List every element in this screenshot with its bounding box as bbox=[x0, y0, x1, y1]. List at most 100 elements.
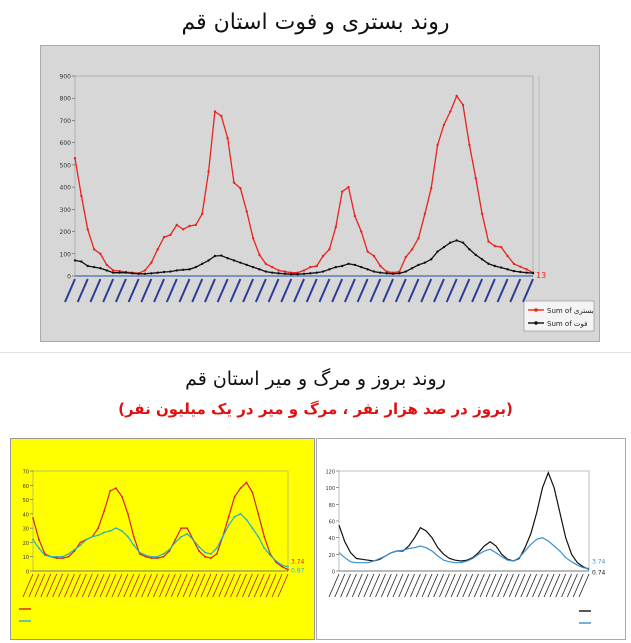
data-point bbox=[186, 527, 189, 530]
x-tick-label-mark bbox=[520, 573, 532, 598]
x-tick-label-mark bbox=[127, 278, 140, 303]
x-tick-label-mark bbox=[229, 278, 242, 303]
x-tick-label-mark bbox=[380, 573, 392, 598]
data-point bbox=[264, 262, 268, 265]
x-tick-label-mark bbox=[259, 573, 271, 598]
data-point bbox=[188, 224, 191, 228]
x-tick-label-mark bbox=[578, 573, 590, 598]
x-tick-label-mark bbox=[277, 573, 289, 598]
data-point bbox=[281, 565, 283, 568]
data-point bbox=[461, 241, 465, 244]
data-point bbox=[38, 547, 40, 550]
data-point bbox=[43, 554, 46, 557]
data-point bbox=[493, 264, 497, 268]
y-tick-label: 10 bbox=[23, 555, 29, 561]
data-point bbox=[372, 254, 376, 258]
x-tick-label-mark bbox=[178, 278, 191, 303]
x-tick-label-mark bbox=[271, 573, 283, 598]
data-point bbox=[275, 560, 278, 562]
data-point bbox=[207, 170, 210, 173]
x-tick-label-mark bbox=[555, 573, 567, 598]
data-point bbox=[385, 270, 388, 273]
data-point bbox=[239, 187, 242, 190]
x-tick-label-mark bbox=[76, 278, 89, 303]
x-tick-label-mark bbox=[458, 278, 471, 303]
data-point bbox=[525, 268, 528, 271]
data-point bbox=[143, 272, 147, 275]
data-point bbox=[181, 228, 185, 231]
y-tick-label: 100 bbox=[60, 251, 72, 258]
data-point bbox=[175, 269, 178, 272]
data-point bbox=[79, 544, 82, 547]
data-point bbox=[174, 538, 177, 541]
data-point bbox=[150, 261, 153, 264]
data-point bbox=[417, 263, 420, 267]
x-tick-label-mark bbox=[318, 278, 331, 303]
data-point bbox=[360, 230, 363, 233]
data-point bbox=[174, 541, 177, 544]
x-tick-label-mark bbox=[102, 278, 115, 303]
data-point bbox=[474, 253, 477, 257]
x-tick-label-mark bbox=[236, 573, 247, 598]
data-point bbox=[245, 518, 248, 521]
x-tick-label-mark bbox=[22, 573, 34, 598]
data-point bbox=[519, 270, 522, 274]
data-point bbox=[423, 261, 427, 264]
x-tick-label-mark bbox=[153, 573, 164, 598]
y-tick-label: 120 bbox=[325, 470, 335, 476]
data-point bbox=[436, 250, 439, 253]
data-point bbox=[210, 552, 212, 555]
data-point bbox=[32, 517, 34, 520]
data-point bbox=[245, 263, 248, 267]
y-tick-label: 40 bbox=[23, 512, 29, 518]
data-point bbox=[92, 248, 96, 251]
data-point bbox=[385, 272, 388, 275]
data-point bbox=[150, 555, 153, 558]
data-point bbox=[251, 237, 255, 240]
data-point bbox=[156, 248, 159, 251]
data-point bbox=[115, 527, 117, 530]
data-point bbox=[138, 552, 141, 555]
data-point bbox=[156, 271, 159, 274]
data-point bbox=[372, 270, 376, 273]
data-point bbox=[499, 266, 503, 269]
data-point bbox=[461, 103, 465, 107]
data-point bbox=[340, 190, 344, 193]
x-tick-label-mark bbox=[508, 573, 520, 598]
x-tick-label-mark bbox=[204, 278, 216, 303]
data-point bbox=[531, 271, 535, 275]
data-point bbox=[227, 515, 230, 518]
y-tick-label: 700 bbox=[60, 118, 72, 125]
data-point bbox=[487, 240, 490, 243]
data-point bbox=[144, 554, 147, 557]
y-tick-label: 60 bbox=[329, 520, 335, 526]
x-tick-label-mark bbox=[356, 278, 369, 303]
data-point bbox=[73, 548, 76, 551]
end-value-label: 3.74 bbox=[291, 559, 305, 566]
legend-marker bbox=[534, 308, 538, 312]
data-point bbox=[277, 269, 280, 272]
data-point bbox=[220, 254, 223, 257]
x-tick-label-mark bbox=[34, 573, 46, 598]
data-point bbox=[175, 223, 178, 227]
data-point bbox=[269, 554, 272, 557]
section-divider bbox=[0, 352, 631, 353]
x-tick-label-mark bbox=[369, 278, 382, 303]
x-tick-label-mark bbox=[159, 573, 170, 598]
series-line bbox=[338, 471, 590, 570]
x-tick-label-mark bbox=[404, 573, 415, 598]
y-tick-label: 0 bbox=[67, 274, 71, 281]
y-tick-label: 600 bbox=[60, 140, 72, 147]
x-tick-label-mark bbox=[522, 278, 534, 303]
data-point bbox=[315, 264, 318, 268]
data-point bbox=[302, 269, 306, 272]
data-point bbox=[67, 552, 70, 555]
data-point bbox=[86, 264, 89, 268]
data-point bbox=[124, 271, 128, 274]
data-point bbox=[103, 510, 106, 512]
data-point bbox=[321, 270, 325, 273]
data-point bbox=[80, 260, 83, 263]
data-point bbox=[270, 265, 274, 269]
x-tick-label-mark bbox=[105, 573, 117, 598]
data-point bbox=[73, 157, 77, 160]
